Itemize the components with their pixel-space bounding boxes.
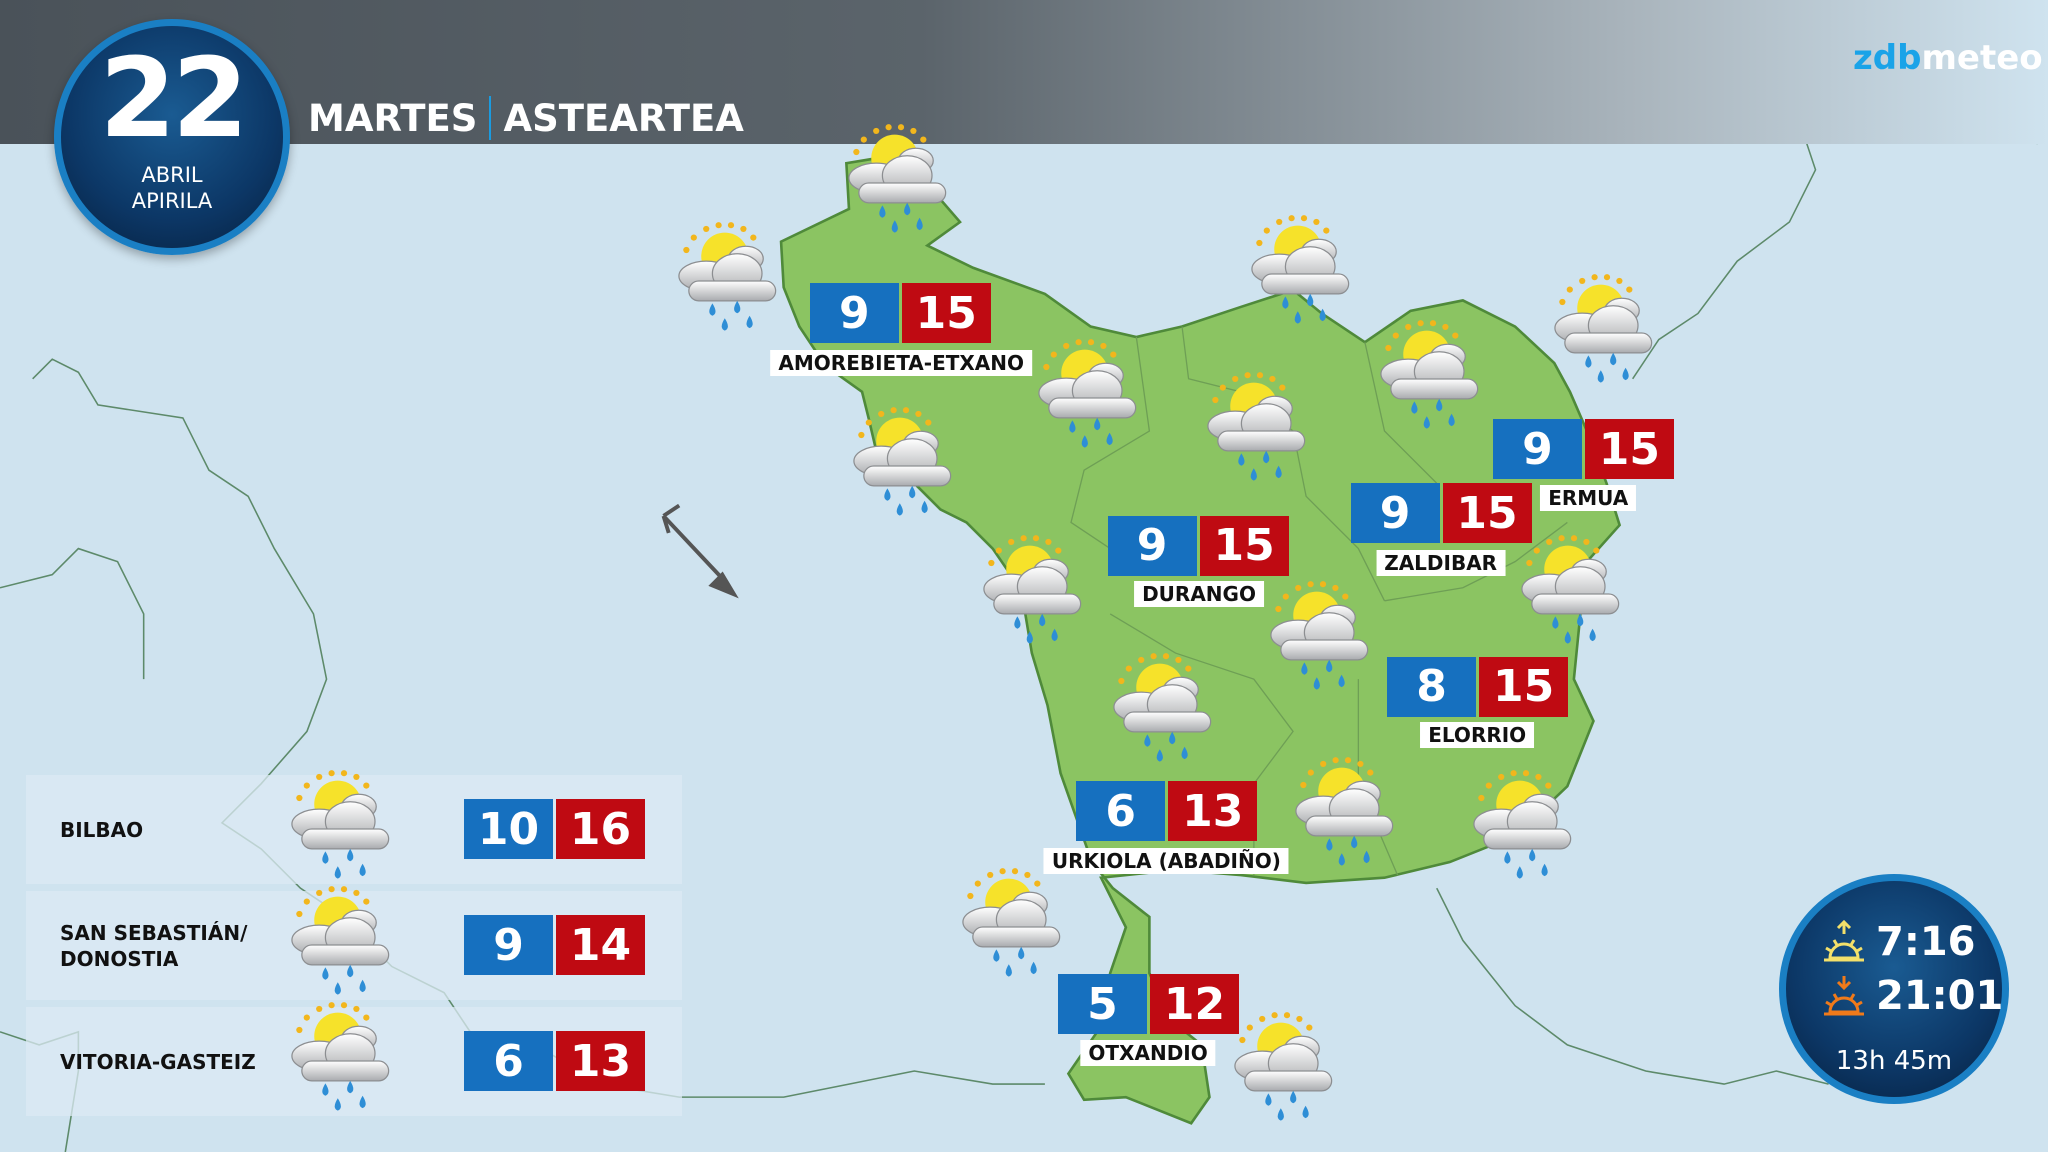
month-eu: APIRILA <box>131 189 213 213</box>
sun-cloud-rain-icon <box>974 532 1098 656</box>
location-label: URKIOLA (ABADIÑO) <box>1043 847 1289 874</box>
max-temp: 15 <box>1584 419 1674 480</box>
sunrise-time: 7:16 <box>1876 919 1976 965</box>
sun-cloud-rain-icon <box>282 767 406 891</box>
min-temp: 9 <box>1350 483 1440 544</box>
temp-box: 9 14 <box>464 915 645 975</box>
sunset-row: 21:01 <box>1822 973 2003 1019</box>
min-temp: 9 <box>1492 419 1582 480</box>
sun-cloud-rain-icon <box>1242 212 1366 336</box>
sun-cloud-rain-icon <box>1371 317 1495 441</box>
max-temp: 15 <box>1442 483 1532 544</box>
min-temp: 5 <box>1057 974 1147 1035</box>
min-temp: 9 <box>809 283 899 344</box>
date-badge: 22 ABRIL APIRILA <box>54 19 290 255</box>
sun-cloud-rain-icon <box>1104 650 1228 774</box>
sunrise-icon <box>1824 920 1864 962</box>
weekday-es: MARTES <box>308 96 478 140</box>
location-label: ERMUA <box>1540 484 1637 511</box>
location-label: AMOREBIETA-ETXANO <box>770 350 1033 377</box>
temp-box: 8 15 <box>1387 656 1569 717</box>
daylight-duration: 13h 45m <box>1835 1046 1953 1076</box>
city-name: VITORIA-GASTEIZ <box>60 1049 256 1074</box>
month-es: ABRIL <box>141 163 203 187</box>
sun-cloud-rain-icon <box>282 999 406 1123</box>
logo-part-zdb: zdb <box>1853 38 1922 78</box>
location-label: ZALDIBAR <box>1376 549 1506 576</box>
logo-part-meteo: meteo <box>1921 38 2043 78</box>
temp-box: 6 13 <box>464 1031 645 1091</box>
temp-box: 9 15 <box>1107 515 1289 576</box>
city-name: SAN SEBASTIÁN/ DONOSTIA <box>60 920 248 971</box>
temp-box: 6 13 <box>1076 781 1258 842</box>
sun-cloud-rain-icon <box>844 404 968 528</box>
wind-arrow-icon <box>661 503 739 599</box>
sunrise-row: 7:16 <box>1822 919 1976 965</box>
sun-cloud-rain-icon <box>669 219 793 343</box>
min-temp: 6 <box>464 1031 553 1091</box>
min-temp: 8 <box>1387 656 1477 717</box>
max-temp: 15 <box>901 283 991 344</box>
page-title: MARTES ASTEARTEA <box>308 96 744 140</box>
sun-cloud-rain-icon <box>1545 271 1669 395</box>
temp-box: 9 15 <box>1492 419 1674 480</box>
city-row: BILBAO 10 16 <box>26 775 682 884</box>
temp-box: 9 15 <box>809 283 991 344</box>
sun-cloud-rain-icon <box>1198 369 1322 493</box>
sun-cloud-rain-icon <box>282 883 406 1007</box>
header-band <box>0 0 2048 144</box>
location-label: ELORRIO <box>1420 722 1535 749</box>
city-row: SAN SEBASTIÁN/ DONOSTIA 9 14 <box>26 891 682 1000</box>
sun-cloud-rain-icon <box>1225 1009 1349 1133</box>
min-temp: 6 <box>1076 781 1166 842</box>
max-temp: 15 <box>1199 515 1289 576</box>
temp-box: 5 12 <box>1057 974 1239 1035</box>
city-row: VITORIA-GASTEIZ 6 13 <box>26 1007 682 1116</box>
sun-cloud-rain-icon <box>839 121 963 245</box>
max-temp: 14 <box>556 915 645 975</box>
location-label: DURANGO <box>1134 581 1264 608</box>
weekday-eu: ASTEARTEA <box>503 96 744 140</box>
sun-cloud-rain-icon <box>1286 754 1410 878</box>
sun-cloud-rain-icon <box>953 865 1077 989</box>
sun-cloud-rain-icon <box>1464 767 1588 891</box>
date-day: 22 <box>99 34 248 162</box>
max-temp: 12 <box>1149 974 1239 1035</box>
temp-box: 9 15 <box>1350 483 1532 544</box>
max-temp: 15 <box>1479 656 1569 717</box>
sun-cloud-rain-icon <box>1029 336 1153 460</box>
max-temp: 13 <box>1168 781 1258 842</box>
temp-box: 10 16 <box>464 799 645 859</box>
max-temp: 13 <box>556 1031 645 1091</box>
sunset-icon <box>1824 976 1864 1016</box>
min-temp: 9 <box>464 915 553 975</box>
min-temp: 9 <box>1107 515 1197 576</box>
zdbmeteo-logo: zdbmeteo <box>1853 38 2043 78</box>
title-divider <box>489 96 492 140</box>
min-temp: 10 <box>464 799 553 859</box>
sun-cloud-rain-icon <box>1261 578 1385 702</box>
max-temp: 16 <box>556 799 645 859</box>
sunset-time: 21:01 <box>1876 973 2004 1019</box>
location-label: OTXANDIO <box>1080 1039 1216 1066</box>
sun-times-badge: 7:16 21:01 13h 45m <box>1779 874 2009 1104</box>
sun-cloud-rain-icon <box>1512 532 1636 656</box>
city-name: BILBAO <box>60 817 144 842</box>
